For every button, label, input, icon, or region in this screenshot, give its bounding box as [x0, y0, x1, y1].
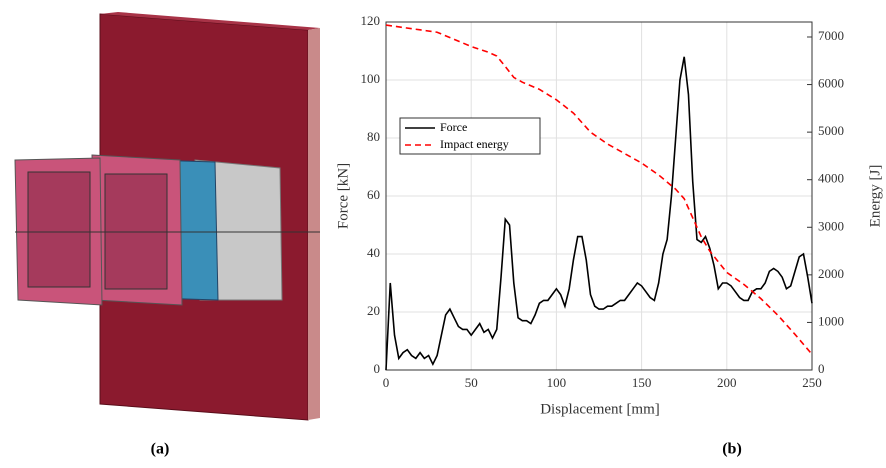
- y2-tick-label: 1000: [818, 313, 844, 328]
- y2-tick-label: 0: [818, 361, 825, 376]
- y2-tick-label: 3000: [818, 218, 844, 233]
- panel-label: (b): [722, 441, 742, 458]
- panel-label: (a): [151, 441, 170, 458]
- y-tick-label: 40: [367, 245, 380, 260]
- plot-frame: [385, 21, 813, 371]
- y2-axis-label: Energy [J]: [867, 165, 883, 228]
- y-tick-label: 80: [367, 129, 380, 144]
- series-line: [385, 24, 813, 355]
- y-axis-label: Force [kN]: [335, 163, 351, 229]
- y-tick-label: 100: [361, 71, 381, 86]
- legend-box: [399, 117, 541, 155]
- x-axis-label: Displacement [mm]: [540, 401, 660, 417]
- y-tick-label: 60: [367, 187, 380, 202]
- series-line: [385, 56, 813, 371]
- y2-tick-label: 4000: [818, 171, 844, 186]
- y-tick-label: 0: [374, 361, 381, 376]
- legend-label: Impact energy: [440, 137, 509, 151]
- y2-tick-label: 7000: [818, 28, 844, 43]
- y-tick-label: 120: [361, 13, 381, 28]
- y2-tick-label: 5000: [818, 123, 844, 138]
- y-tick-label: 20: [367, 303, 380, 318]
- x-tick-label: 200: [717, 375, 737, 390]
- x-tick-label: 50: [465, 375, 478, 390]
- x-tick-label: 0: [383, 375, 390, 390]
- x-tick-label: 150: [632, 375, 652, 390]
- x-tick-label: 250: [802, 375, 822, 390]
- crash-illustration: [14, 12, 320, 421]
- y2-tick-label: 6000: [818, 76, 844, 91]
- x-tick-label: 100: [547, 375, 567, 390]
- legend-label: Force: [440, 120, 467, 134]
- y2-tick-label: 2000: [818, 266, 844, 281]
